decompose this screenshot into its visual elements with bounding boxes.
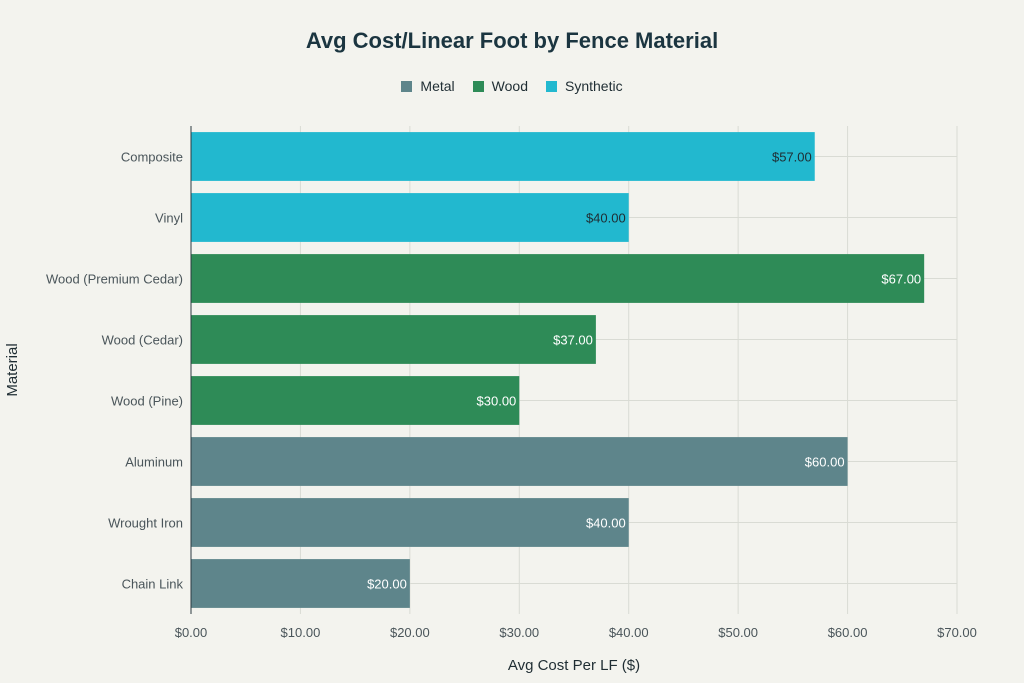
x-tick-label: $50.00	[718, 625, 758, 640]
bar	[191, 315, 596, 364]
legend-item-wood[interactable]: Wood	[472, 78, 528, 94]
legend-item-metal[interactable]: Metal	[401, 78, 455, 94]
chart-title: Avg Cost/Linear Foot by Fence Material	[305, 28, 719, 53]
y-axis-title: Material	[4, 343, 21, 396]
x-tick-label: $30.00	[499, 625, 539, 640]
y-tick-label: Wood (Cedar)	[102, 333, 183, 348]
x-tick-label: $60.00	[828, 625, 868, 640]
bar	[191, 437, 848, 486]
bar-value-label: $37.00	[553, 333, 593, 348]
y-tick-labels: Composite Vinyl Wood (Premium Cedar) Wood (…	[46, 150, 184, 592]
bar-value-label: $57.00	[772, 150, 812, 165]
x-tick-label: $10.00	[281, 625, 321, 640]
x-axis-title: Avg Cost Per LF ($)	[508, 657, 640, 674]
y-tick-label: Aluminum	[125, 455, 183, 470]
y-tick-label: Vinyl	[155, 211, 183, 226]
x-tick-label: $0.00	[175, 625, 208, 640]
bar-value-label: $67.00	[881, 272, 921, 287]
y-tick-label: Wood (Premium Cedar)	[46, 272, 183, 287]
bars	[191, 132, 925, 608]
bar	[191, 132, 815, 181]
legend-label-synthetic: Synthetic	[564, 78, 623, 94]
bar-value-label: $20.00	[367, 577, 407, 592]
bar-value-labels: $57.00 $40.00 $67.00 $37.00 $30.00 $60.00 $40.…	[367, 150, 921, 592]
legend-swatch-synthetic	[545, 80, 557, 92]
x-tick-label: $40.00	[609, 625, 649, 640]
legend-label-wood: Wood	[491, 78, 528, 94]
x-tick-labels: $0.00 $10.00 $20.00 $30.00 $40.00 $50.00 $60.0…	[175, 625, 977, 640]
bar-value-label: $40.00	[586, 516, 626, 531]
legend-swatch-wood	[472, 80, 484, 92]
y-tick-label: Composite	[121, 150, 183, 165]
bar	[191, 254, 925, 303]
x-tick-label: $70.00	[937, 625, 977, 640]
legend: Metal Wood Synthetic	[0, 78, 1024, 94]
bar-value-label: $30.00	[477, 394, 517, 409]
bar	[191, 498, 629, 547]
bar	[191, 559, 410, 608]
legend-item-synthetic[interactable]: Synthetic	[545, 78, 623, 94]
legend-swatch-metal	[401, 80, 413, 92]
x-tick-label: $20.00	[390, 625, 430, 640]
bar-value-label: $60.00	[805, 455, 845, 470]
bar	[191, 376, 520, 425]
bar-value-label: $40.00	[586, 211, 626, 226]
y-tick-label: Wrought Iron	[108, 516, 183, 531]
y-tick-label: Chain Link	[122, 577, 184, 592]
bar	[191, 193, 629, 242]
y-tick-label: Wood (Pine)	[111, 394, 183, 409]
legend-label-metal: Metal	[420, 78, 455, 94]
